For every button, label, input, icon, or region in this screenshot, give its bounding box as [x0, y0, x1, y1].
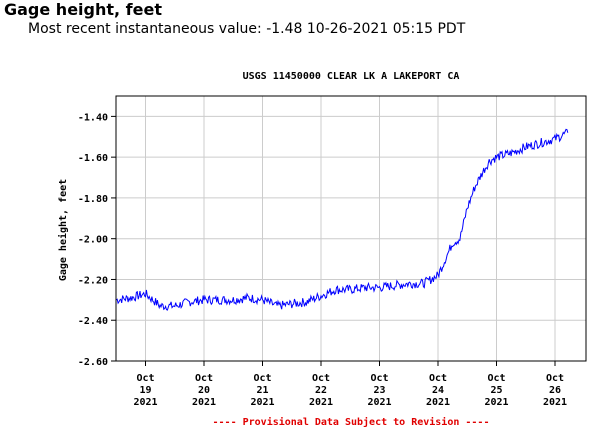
y-tick-label: -2.20: [78, 275, 108, 286]
grid: [116, 96, 586, 362]
x-tick-year: 2021: [192, 397, 216, 408]
x-tick-day: 26: [549, 385, 561, 396]
x-tick-day: 22: [315, 385, 327, 396]
x-tick-month: Oct: [253, 373, 271, 384]
chart-title: USGS 11450000 CLEAR LK A LAKEPORT CA: [243, 71, 460, 82]
x-tick-year: 2021: [367, 397, 391, 408]
gage-height-line: [115, 128, 569, 311]
y-axis-ticks: -1.40 -1.60 -1.80 -2.00 -2.20 -2.40 -2.60: [78, 112, 116, 368]
y-axis-label: Gage height, feet: [57, 179, 69, 281]
page-title: Gage height, feet: [4, 0, 162, 19]
x-tick-month: Oct: [370, 373, 388, 384]
x-tick-month: Oct: [136, 373, 154, 384]
plot-frame: [115, 95, 587, 362]
x-tick-month: Oct: [487, 373, 505, 384]
x-tick-year: 2021: [484, 397, 508, 408]
recent-value-text: Most recent instantaneous value: -1.48 1…: [28, 21, 466, 37]
x-tick-day: 20: [198, 385, 210, 396]
x-tick-year: 2021: [426, 397, 450, 408]
x-tick-month: Oct: [546, 373, 564, 384]
x-tick-month: Oct: [429, 373, 447, 384]
x-tick-year: 2021: [133, 397, 157, 408]
provisional-data-note: ---- Provisional Data Subject to Revisio…: [213, 416, 490, 428]
x-tick-day: 21: [256, 385, 268, 396]
series-layer: [115, 128, 569, 311]
x-tick-day: 23: [373, 385, 385, 396]
x-tick-year: 2021: [309, 397, 333, 408]
x-tick-day: 25: [490, 385, 502, 396]
y-tick-label: -1.80: [78, 194, 108, 205]
x-tick-year: 2021: [543, 397, 567, 408]
y-tick-label: -2.60: [78, 357, 108, 368]
x-tick-month: Oct: [312, 373, 330, 384]
x-axis-ticks: Oct192021Oct202021Oct212021Oct222021Oct2…: [133, 361, 567, 408]
x-tick-year: 2021: [250, 397, 274, 408]
x-tick-month: Oct: [195, 373, 213, 384]
y-tick-label: -2.40: [78, 316, 108, 327]
y-tick-label: -1.40: [78, 112, 108, 123]
y-tick-label: -1.60: [78, 153, 108, 164]
x-tick-day: 19: [139, 385, 151, 396]
x-tick-day: 24: [432, 385, 444, 396]
y-tick-label: -2.00: [78, 235, 108, 246]
